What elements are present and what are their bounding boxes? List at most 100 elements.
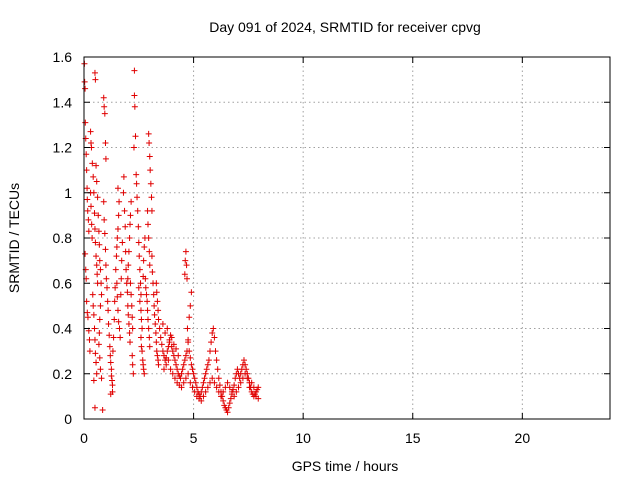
data-point — [88, 203, 95, 210]
data-point — [169, 370, 176, 377]
data-point — [125, 248, 132, 255]
data-point — [83, 298, 90, 305]
data-point — [129, 361, 136, 368]
data-point — [169, 348, 176, 355]
data-point — [141, 370, 148, 377]
data-point — [82, 85, 89, 92]
data-point — [225, 404, 232, 411]
data-point — [155, 307, 162, 314]
data-point — [98, 280, 105, 287]
data-point — [235, 384, 242, 391]
data-point — [188, 289, 195, 296]
data-point — [126, 235, 133, 241]
data-point — [94, 194, 101, 201]
data-point — [114, 307, 121, 314]
data-point — [152, 330, 159, 337]
data-point — [152, 320, 159, 327]
data-point — [120, 189, 127, 196]
data-point — [182, 248, 189, 255]
data-point — [95, 228, 102, 235]
data-point — [182, 257, 189, 264]
data-point — [138, 343, 145, 350]
data-point — [93, 262, 100, 269]
x-tick-label: 0 — [80, 430, 88, 446]
data-point — [91, 210, 98, 217]
data-point — [118, 257, 125, 264]
data-point — [84, 314, 91, 321]
y-tick-label: 1.6 — [53, 49, 73, 65]
data-point — [142, 275, 149, 282]
data-point — [138, 316, 145, 323]
data-point — [146, 153, 153, 160]
data-point — [175, 352, 182, 359]
y-tick-label: 0.6 — [53, 275, 73, 291]
data-point — [159, 320, 166, 327]
data-point — [145, 130, 152, 137]
data-point — [96, 241, 103, 248]
data-point — [90, 173, 97, 180]
y-tick-label: 1.2 — [53, 140, 73, 156]
data-point — [242, 361, 249, 368]
data-point — [99, 406, 106, 413]
data-point — [203, 366, 210, 373]
data-point — [181, 357, 188, 364]
data-point — [128, 302, 135, 309]
data-point — [121, 207, 128, 214]
data-point — [105, 307, 112, 314]
data-point — [184, 325, 191, 332]
y-tick-label: 0.8 — [53, 230, 73, 246]
data-point — [123, 266, 130, 273]
data-point — [102, 246, 109, 253]
data-point — [149, 268, 156, 275]
data-point — [127, 221, 134, 228]
data-point — [113, 244, 120, 251]
data-point — [113, 280, 120, 287]
data-point — [120, 173, 127, 180]
data-point — [116, 325, 123, 332]
data-point — [139, 325, 146, 332]
data-point — [180, 379, 187, 386]
data-point — [128, 198, 135, 205]
data-point — [100, 94, 107, 101]
data-point — [242, 370, 249, 377]
data-point — [82, 250, 89, 257]
data-point — [130, 144, 137, 151]
data-point — [125, 311, 132, 318]
data-point — [205, 357, 212, 364]
data-point — [178, 384, 185, 391]
data-point — [184, 275, 191, 282]
data-point — [213, 357, 220, 364]
data-point — [130, 370, 137, 377]
data-point — [233, 388, 240, 395]
data-point — [202, 388, 209, 395]
data-point — [112, 284, 119, 291]
data-point — [201, 375, 208, 382]
data-point — [84, 207, 91, 214]
data-point — [165, 357, 172, 364]
data-point — [146, 139, 153, 146]
data-point — [86, 336, 93, 343]
data-point — [91, 325, 98, 332]
data-point — [187, 302, 194, 309]
data-point — [143, 291, 150, 298]
data-point — [181, 271, 188, 278]
data-point — [103, 275, 110, 282]
data-point — [164, 348, 171, 355]
data-point — [126, 330, 133, 337]
data-point — [200, 393, 207, 400]
data-point — [104, 284, 111, 291]
data-point — [131, 103, 138, 110]
data-point — [224, 409, 231, 416]
data-point — [146, 334, 153, 341]
y-tick-label: 1.4 — [53, 94, 73, 110]
data-point — [129, 314, 136, 321]
data-point — [131, 67, 138, 74]
data-point — [114, 225, 121, 232]
data-point — [144, 298, 151, 305]
data-point — [146, 343, 153, 350]
data-point — [170, 341, 177, 348]
data-point — [107, 359, 114, 366]
x-tick-label: 10 — [295, 430, 311, 446]
data-point — [85, 228, 92, 235]
data-point — [164, 325, 171, 332]
